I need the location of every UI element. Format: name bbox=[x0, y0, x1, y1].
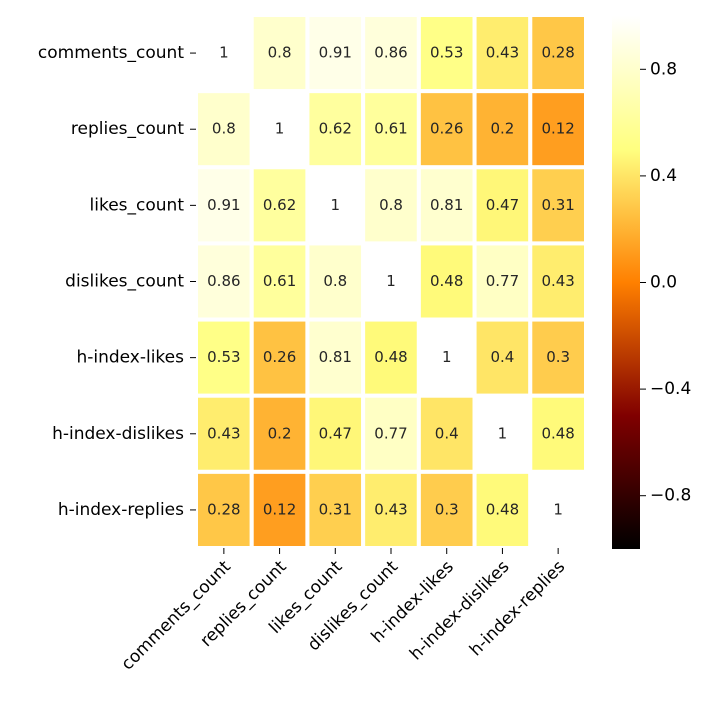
cell-label: 0.91 bbox=[207, 196, 240, 214]
cell-label: 0.86 bbox=[207, 272, 240, 290]
cell-label: 0.77 bbox=[486, 272, 519, 290]
cell bbox=[305, 317, 366, 398]
y-tick-label: h-index-replies bbox=[58, 500, 184, 520]
cell-label: 0.26 bbox=[430, 120, 463, 138]
cell-label: 1 bbox=[442, 348, 452, 366]
cell bbox=[305, 165, 366, 246]
colorbar-tick-label: −0.4 bbox=[650, 379, 691, 399]
cell-label: 0.3 bbox=[546, 348, 570, 366]
cell-label: 0.43 bbox=[207, 424, 240, 442]
cell-label: 0.8 bbox=[212, 120, 236, 138]
cell-label: 0.91 bbox=[319, 44, 352, 62]
y-tick-label: likes_count bbox=[90, 195, 185, 215]
cell-label: 0.62 bbox=[263, 196, 296, 214]
cell-label: 0.77 bbox=[374, 424, 407, 442]
colorbar-tick-label: 0.8 bbox=[650, 59, 677, 79]
cell-label: 0.53 bbox=[207, 348, 240, 366]
cell-label: 0.3 bbox=[435, 500, 459, 518]
cell-label: 0.31 bbox=[541, 196, 574, 214]
cell-label: 1 bbox=[498, 424, 508, 442]
cell-label: 0.2 bbox=[268, 424, 292, 442]
cell-label: 0.53 bbox=[430, 44, 463, 62]
cell-label: 0.26 bbox=[263, 348, 296, 366]
cell-label: 0.28 bbox=[541, 44, 574, 62]
cell-label: 0.28 bbox=[207, 500, 240, 518]
y-tick-label: comments_count bbox=[38, 43, 184, 63]
cell bbox=[472, 165, 533, 246]
cell bbox=[472, 241, 533, 322]
cell bbox=[472, 469, 533, 551]
cell bbox=[194, 393, 254, 474]
cell-label: 0.81 bbox=[430, 196, 463, 214]
cell-label: 0.47 bbox=[319, 424, 352, 442]
cell-label: 0.61 bbox=[263, 272, 296, 290]
cell-label: 0.8 bbox=[323, 272, 347, 290]
cell bbox=[249, 241, 310, 322]
cell-label: 0.31 bbox=[319, 500, 352, 518]
cell-label: 1 bbox=[219, 44, 229, 62]
cell-label: 0.48 bbox=[374, 348, 407, 366]
y-tick-label: replies_count bbox=[71, 119, 184, 139]
cell-label: 0.2 bbox=[490, 120, 514, 138]
cell-label: 0.8 bbox=[268, 44, 292, 62]
cell-label: 1 bbox=[275, 120, 285, 138]
cell-label: 0.43 bbox=[486, 44, 519, 62]
cell-label: 0.48 bbox=[541, 424, 574, 442]
colorbar bbox=[612, 16, 640, 549]
colorbar-tick-label: −0.8 bbox=[650, 486, 691, 506]
y-tick-label: dislikes_count bbox=[65, 272, 184, 292]
y-tick-label: h-index-likes bbox=[76, 348, 184, 368]
cell-label: 1 bbox=[386, 272, 396, 290]
cell-label: 0.8 bbox=[379, 196, 403, 214]
cell bbox=[305, 89, 366, 170]
cell-label: 0.43 bbox=[541, 272, 574, 290]
x-tick-label: h-index-replies bbox=[466, 557, 569, 660]
cell-label: 1 bbox=[553, 500, 563, 518]
colorbar-tick-label: 0.0 bbox=[650, 273, 677, 293]
cell-label: 0.4 bbox=[435, 424, 459, 442]
y-tick-label: h-index-dislikes bbox=[52, 424, 184, 444]
cell bbox=[249, 165, 310, 246]
cell-label: 0.81 bbox=[319, 348, 352, 366]
cell-label: 1 bbox=[331, 196, 341, 214]
cell-label: 0.43 bbox=[374, 500, 407, 518]
cell-label: 0.12 bbox=[263, 500, 296, 518]
cell-label: 0.86 bbox=[374, 44, 407, 62]
x-tick-label: h-index-dislikes bbox=[406, 557, 514, 665]
cell-label: 0.48 bbox=[486, 500, 519, 518]
cell bbox=[416, 165, 477, 246]
cell-label: 0.47 bbox=[486, 196, 519, 214]
cell-label: 0.4 bbox=[490, 348, 514, 366]
cell-label: 0.62 bbox=[319, 120, 352, 138]
cell bbox=[361, 469, 421, 551]
cell-label: 0.48 bbox=[430, 272, 463, 290]
cell-label: 0.61 bbox=[374, 120, 407, 138]
cell-label: 0.12 bbox=[541, 120, 574, 138]
colorbar-tick-label: 0.4 bbox=[650, 166, 677, 186]
